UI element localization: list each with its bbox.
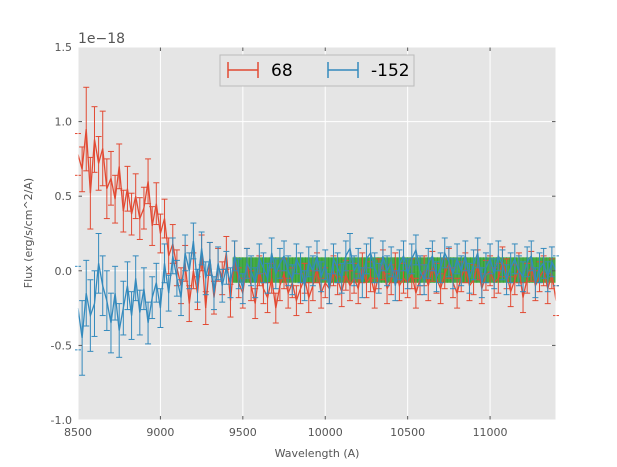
- y-tick-label: -0.5: [51, 339, 72, 352]
- band-bar: [440, 257, 445, 283]
- band-bar: [466, 257, 471, 283]
- band-bar: [539, 257, 544, 283]
- band-bar: [506, 257, 511, 283]
- band-bar: [338, 257, 343, 283]
- band-bar: [552, 257, 557, 283]
- x-tick-label: 9500: [229, 426, 257, 439]
- y-offset-label: 1e−18: [78, 31, 125, 47]
- band-bar: [453, 257, 458, 283]
- legend-item-68: 68: [227, 61, 293, 81]
- band-bar: [239, 257, 244, 283]
- y-tick-label: -1.0: [51, 414, 72, 427]
- band-bar: [278, 257, 283, 283]
- band-bar: [542, 257, 547, 283]
- band-bar: [334, 257, 339, 283]
- band-bar: [509, 257, 514, 283]
- legend: 68 -152: [219, 54, 415, 87]
- x-tick-label: 9000: [146, 426, 174, 439]
- band-bar: [272, 257, 277, 283]
- band-bar: [242, 257, 247, 283]
- band-bar: [519, 257, 524, 283]
- legend-label-152: -152: [371, 61, 410, 81]
- band-bar: [489, 257, 494, 283]
- band-bar: [456, 257, 461, 283]
- y-tick-label: 0.5: [55, 190, 73, 203]
- band-bar: [499, 257, 504, 283]
- band-bar: [367, 257, 372, 283]
- band-bar: [258, 257, 263, 283]
- band-bar: [301, 257, 306, 283]
- band-bar: [404, 257, 409, 283]
- series-line: [77, 240, 557, 338]
- band-bar: [532, 257, 537, 283]
- x-tick-label: 10500: [390, 426, 425, 439]
- band-bar: [486, 257, 491, 283]
- band-bar: [423, 257, 428, 283]
- band-bar: [410, 257, 415, 283]
- band-bar: [347, 257, 352, 283]
- band-bar: [549, 257, 554, 283]
- band-bar: [371, 257, 376, 283]
- band-bar: [413, 257, 418, 283]
- band-bar: [268, 257, 273, 283]
- band-bar: [525, 257, 530, 283]
- band-bar: [400, 257, 405, 283]
- series-layer: [75, 86, 559, 376]
- band-bar: [473, 257, 478, 283]
- legend-item-152: -152: [327, 61, 410, 81]
- y-tick-label: 0.0: [55, 265, 73, 278]
- band-bar: [420, 257, 425, 283]
- band-bar: [328, 257, 333, 283]
- band-bar: [535, 257, 540, 283]
- band-bar: [308, 257, 313, 283]
- x-axis-label: Wavelength (A): [275, 447, 360, 460]
- band-bar: [377, 257, 382, 283]
- band-bar: [288, 257, 293, 283]
- x-tick-label: 11000: [473, 426, 508, 439]
- y-tick-label: 1.5: [55, 41, 73, 54]
- legend-label-68: 68: [271, 61, 293, 81]
- band-bar: [324, 257, 329, 283]
- band-bar: [387, 257, 392, 283]
- x-tick-label: 10000: [308, 426, 343, 439]
- plot-background: [78, 47, 556, 420]
- band-bar: [295, 257, 300, 283]
- series--152: [75, 222, 559, 376]
- band-bar: [344, 257, 349, 283]
- band-bar: [354, 257, 359, 283]
- y-axis-label: Flux (erg/s/cm^2/A): [22, 178, 35, 288]
- band-bar: [252, 257, 257, 283]
- band-bar: [351, 257, 356, 283]
- plot-frame: [77, 46, 557, 421]
- ticks: 8500 9000 9500 10000 10500 11000 -1.0 -0.5 0.0 0.…: [51, 41, 557, 439]
- y-tick-label: 1.0: [55, 116, 73, 129]
- x-tick-label: 8500: [64, 426, 92, 439]
- band-bar: [374, 257, 379, 283]
- band-bar: [427, 257, 432, 283]
